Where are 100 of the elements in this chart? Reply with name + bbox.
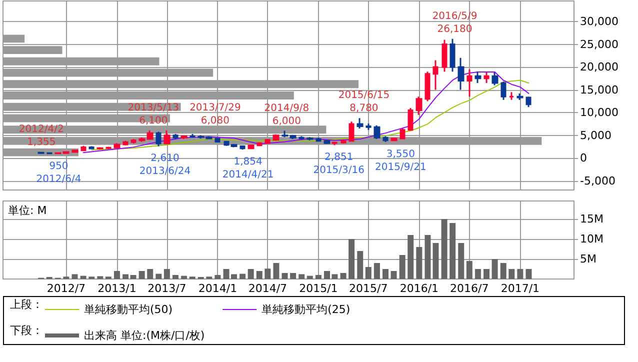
candlestick — [400, 128, 406, 140]
candlestick — [316, 136, 322, 142]
bar — [348, 239, 355, 279]
bar — [138, 271, 145, 279]
y-tick-label: 10,000 — [580, 106, 618, 120]
annotation: 2015/6/15 8,780 — [338, 90, 390, 114]
annotation: 2014/9/8 6,000 — [264, 102, 310, 127]
bar — [181, 276, 188, 279]
annotation: 3,550 2015/9/21 — [375, 148, 426, 173]
candlestick — [46, 152, 52, 154]
y-tick-label: -5,000 — [580, 174, 616, 188]
bar — [122, 274, 129, 279]
candlestick — [340, 139, 346, 144]
bar — [450, 223, 456, 279]
x-tick-label: 2016/1 — [400, 282, 439, 295]
legend-label: 単純移動平均(50) — [84, 303, 173, 316]
bar — [484, 269, 490, 279]
legend-title: 下段： — [10, 324, 43, 337]
candlestick — [484, 72, 490, 84]
candlestick — [366, 122, 372, 131]
legend-title: 上段： — [10, 298, 43, 311]
candlestick — [324, 139, 330, 145]
candlestick — [264, 138, 270, 144]
x-tick-label: 2016/7 — [450, 282, 489, 295]
bar — [80, 276, 86, 279]
annotation: 950 2012/6/4 — [36, 160, 82, 185]
bar — [298, 274, 305, 279]
candlestick — [474, 70, 482, 84]
bar — [492, 259, 498, 279]
bar — [474, 269, 481, 279]
candlestick — [390, 136, 398, 142]
y-tick-label: 15M — [580, 212, 604, 226]
candlestick — [106, 146, 112, 150]
bar — [374, 263, 380, 279]
candlestick — [80, 145, 86, 152]
candlestick — [72, 149, 78, 153]
x-tick-label: 2012/7 — [46, 282, 86, 295]
bar — [517, 269, 524, 279]
bar — [114, 271, 120, 279]
bar — [97, 276, 104, 279]
candlestick — [114, 142, 120, 149]
candlestick — [272, 134, 280, 142]
candlestick — [190, 133, 196, 138]
candlestick — [356, 117, 364, 130]
bar — [214, 275, 221, 279]
candlestick — [214, 136, 220, 143]
candlestick — [122, 140, 128, 146]
bar — [282, 273, 288, 279]
x-tick-label: 2013/1 — [98, 282, 136, 295]
candlestick — [458, 57, 464, 91]
candlestick — [432, 59, 438, 91]
bar — [164, 269, 170, 279]
x-tick-label: 2013/7 — [148, 282, 186, 295]
candlestick — [88, 146, 94, 150]
bar — [500, 263, 506, 279]
bar — [248, 269, 254, 279]
y-tick-label: 5M — [580, 252, 596, 266]
bar — [408, 235, 414, 279]
annotation: 1,854 2014/4/21 — [222, 156, 274, 181]
y-tick-label: 25,000 — [580, 38, 618, 51]
candlestick — [130, 138, 136, 144]
bar — [424, 235, 431, 279]
bar — [264, 268, 271, 279]
bar — [526, 269, 532, 279]
bar — [508, 269, 515, 279]
x-tick-label: 2015/7 — [349, 282, 388, 295]
candlestick — [306, 136, 314, 142]
candlestick — [500, 80, 506, 101]
bar — [240, 274, 246, 279]
candlestick — [332, 140, 338, 146]
candlestick — [298, 136, 304, 140]
candlestick — [492, 72, 498, 86]
y-tick-label: 0 — [580, 152, 587, 165]
annotation: 2,851 2015/3/16 — [313, 152, 365, 176]
candlestick — [172, 133, 178, 140]
candlestick — [516, 92, 524, 101]
line-series — [91, 80, 530, 150]
candlestick — [466, 68, 472, 98]
candlestick — [180, 134, 188, 140]
bar — [441, 219, 448, 279]
candlestick — [416, 96, 422, 116]
y-tick-label: 30,000 — [580, 14, 618, 28]
candlestick — [256, 142, 262, 147]
candlestick — [526, 96, 532, 108]
bar — [390, 271, 397, 279]
annotation: 2016/5/9 26,180 — [432, 10, 478, 35]
candlestick — [96, 146, 104, 150]
x-tick-label: 2015/1 — [299, 282, 338, 295]
candlestick — [374, 124, 380, 140]
candlestick — [382, 136, 388, 143]
candlestick — [408, 107, 414, 132]
bar — [290, 273, 296, 279]
annotation: 単位: M — [8, 204, 47, 217]
bar — [466, 261, 472, 279]
bar — [130, 275, 136, 279]
candlestick — [424, 70, 430, 102]
bar — [172, 275, 178, 279]
candlestick — [450, 38, 456, 72]
candlestick — [508, 91, 514, 101]
bar — [306, 276, 313, 279]
